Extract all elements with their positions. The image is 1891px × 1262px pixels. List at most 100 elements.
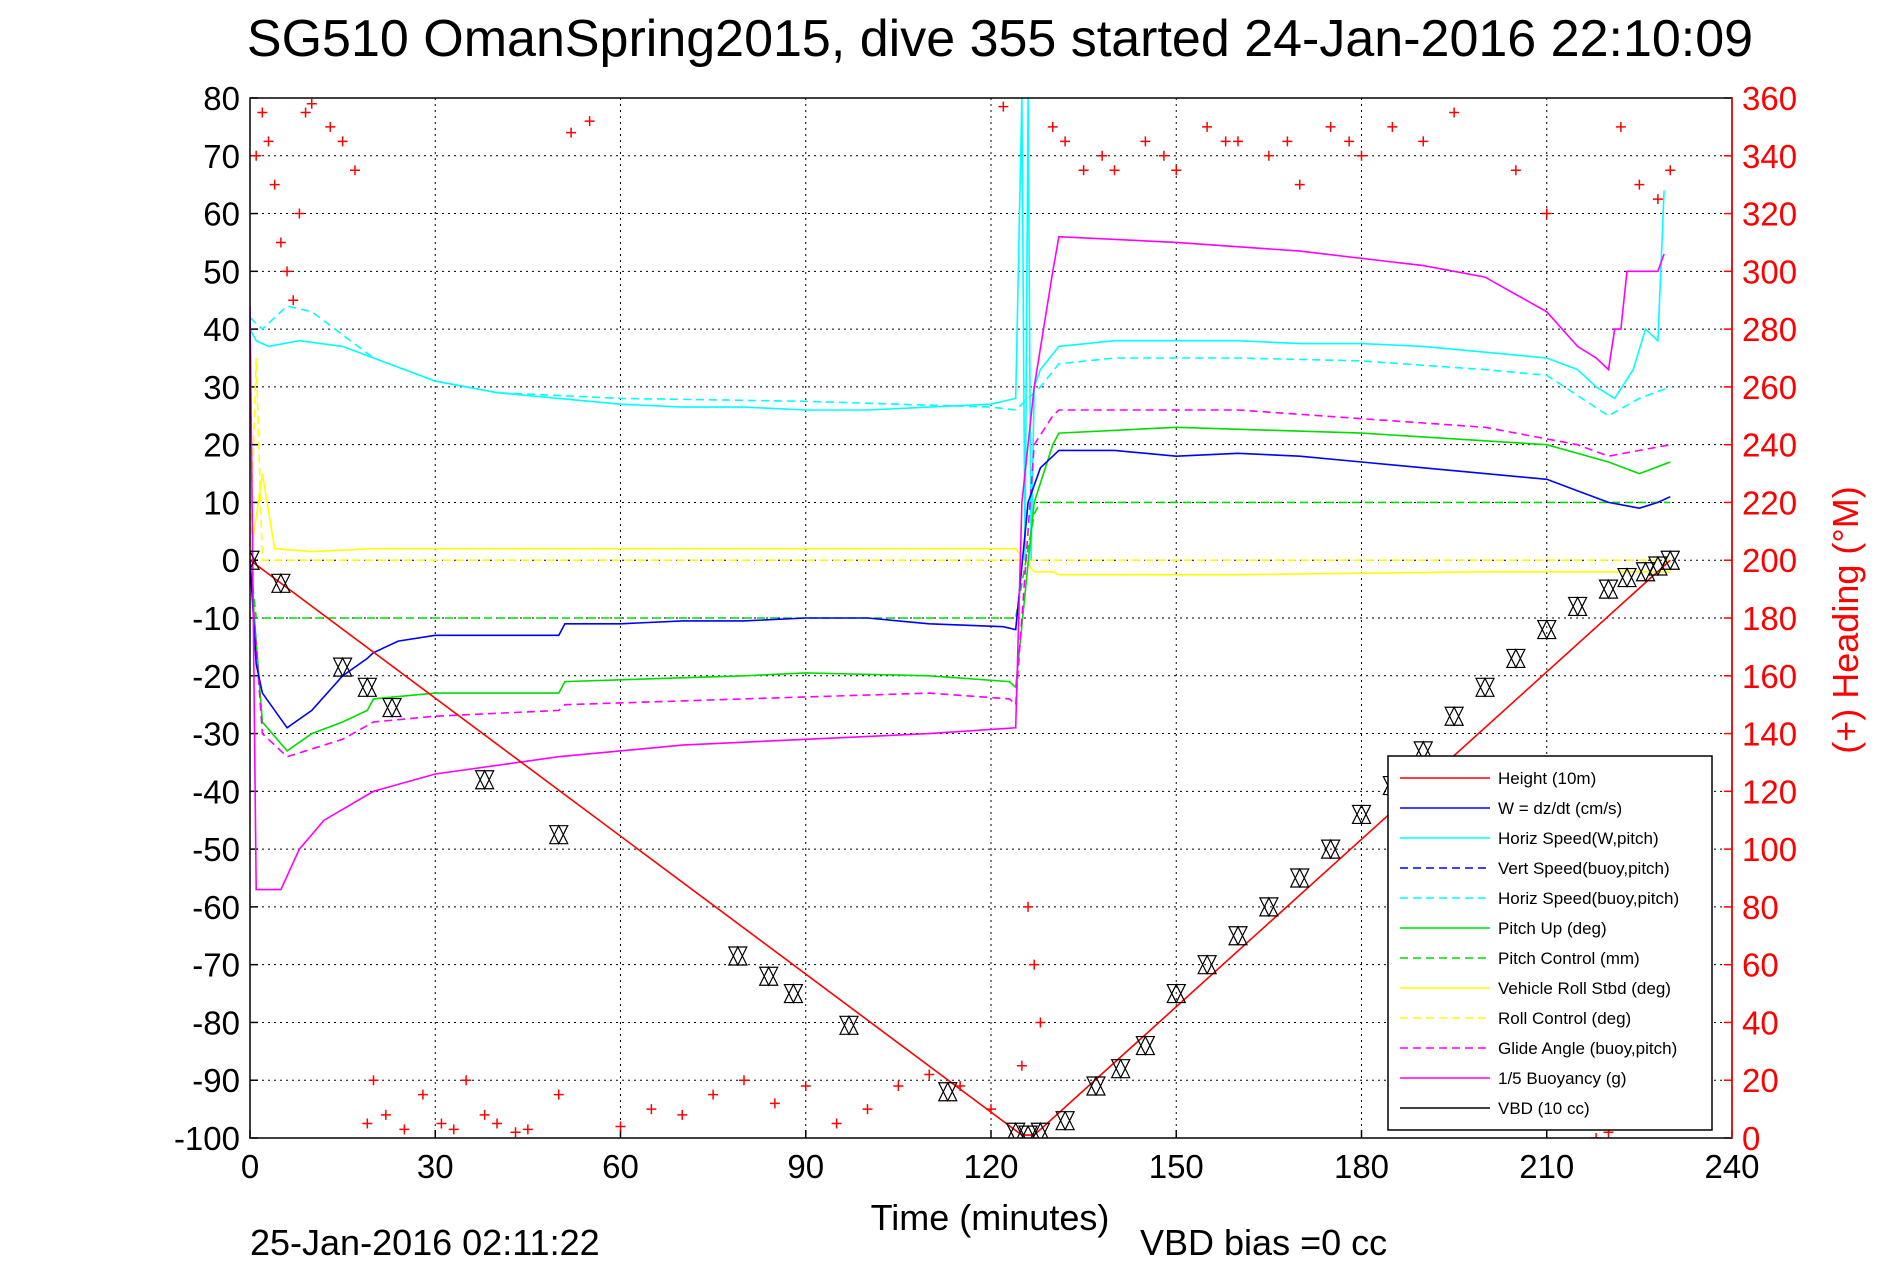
series-line-9 [250, 409, 1671, 758]
heading-point [1615, 121, 1626, 132]
series-line-5 [250, 426, 1671, 752]
series-line-8 [250, 357, 1671, 562]
x-tick-label: 0 [241, 1148, 259, 1185]
y2-tick-label: 20 [1742, 1062, 1779, 1099]
x-tick-label: 210 [1519, 1148, 1574, 1185]
y2-tick-label: 220 [1742, 484, 1797, 521]
heading-point [998, 101, 1009, 112]
heading-point [862, 1104, 873, 1115]
heading-point [1202, 121, 1213, 132]
depth-marker [937, 1081, 958, 1103]
series-line-2 [250, 98, 1665, 561]
y-tick-label: 50 [203, 253, 240, 290]
heading-point [368, 1075, 379, 1086]
heading-point [479, 1109, 490, 1120]
heading-point [1652, 194, 1663, 205]
series-line-4 [250, 305, 1671, 417]
heading-point [269, 179, 280, 190]
heading-point [1047, 121, 1058, 132]
depth-marker [1567, 596, 1588, 617]
heading-point [677, 1109, 688, 1120]
heading-point [1449, 107, 1460, 118]
heading-point [1035, 1017, 1046, 1028]
heading-point [251, 150, 262, 161]
y-tick-labels: 80 70 60 50 40 30 20 10 0 -10 -20 -30 -40 -50 -60 -70 -8… [174, 80, 240, 1157]
heading-point [1078, 165, 1089, 176]
x-tick-label: 240 [1704, 1148, 1759, 1185]
chart-title: SG510 OmanSpring2015, dive 355 started 2… [247, 10, 1753, 68]
depth-marker [1617, 567, 1638, 588]
y-tick-label: -70 [192, 947, 240, 984]
heading-point [1510, 165, 1521, 176]
heading-point [1233, 136, 1243, 147]
series-layer [250, 98, 1671, 1136]
heading-point [1140, 136, 1151, 147]
y-tick-label: 30 [203, 369, 240, 406]
heading-point [1325, 121, 1336, 132]
legend-label: Pitch Control (mm) [1498, 949, 1640, 968]
heading-point [893, 1081, 904, 1091]
y2-tick-label: 40 [1742, 1004, 1779, 1041]
depth-marker [1085, 1075, 1106, 1097]
legend-label: W = dz/dt (cm/s) [1498, 799, 1622, 818]
y-tick-label: 10 [203, 484, 240, 521]
heading-point [1282, 136, 1293, 147]
y2-tick-label: 260 [1742, 369, 1797, 406]
y2-tick-label: 160 [1742, 658, 1797, 695]
heading-point [294, 208, 305, 219]
heading-point [300, 107, 311, 118]
legend-box [1387, 755, 1713, 1131]
depth-marker [474, 769, 495, 791]
heading-point [615, 1121, 626, 1132]
heading-point [955, 1081, 966, 1091]
heading-point [986, 1104, 996, 1115]
heading-point [1634, 179, 1645, 190]
y-tick-label: -60 [192, 889, 240, 926]
heading-point [1097, 150, 1108, 161]
y2-tick-label: 240 [1742, 427, 1797, 464]
y2-tick-label: 200 [1742, 542, 1797, 579]
heading-point [325, 121, 336, 132]
heading-point [831, 1118, 842, 1129]
y2-tick-label: 60 [1742, 947, 1779, 984]
depth-marker [1289, 867, 1310, 889]
depth-marker [1320, 838, 1341, 860]
y-tick-label: 60 [203, 196, 240, 233]
y-tick-label: 80 [203, 80, 240, 117]
x-tick-label: 90 [787, 1148, 824, 1185]
y-tick-label: 70 [203, 138, 240, 175]
heading-point [1023, 901, 1034, 912]
y-tick-label: -50 [192, 831, 240, 868]
heading-point [1171, 165, 1182, 176]
x-tick-label: 120 [963, 1148, 1018, 1185]
heading-point [522, 1124, 533, 1135]
heading-point [1060, 136, 1071, 147]
heading-point [282, 266, 293, 277]
heading-point [362, 1118, 373, 1129]
x-tick-label: 60 [602, 1148, 639, 1185]
y2-tick-label: 180 [1742, 600, 1797, 637]
heading-point [461, 1075, 472, 1086]
heading-point [306, 98, 317, 109]
heading-point [1418, 136, 1429, 147]
heading-point [349, 165, 360, 176]
heading-point [1109, 165, 1120, 176]
heading-point [1591, 1133, 1602, 1138]
depth-marker [1475, 676, 1495, 698]
depth-marker [270, 572, 291, 594]
legend: Height (10m) W = dz/dt (cm/s) Horiz Speed(… [1387, 755, 1713, 1131]
depth-marker [1351, 804, 1372, 825]
depth-marker [1055, 1110, 1076, 1132]
y-tick-label: -30 [192, 716, 240, 753]
legend-label: Pitch Up (deg) [1498, 919, 1607, 938]
y-tick-label: -20 [192, 658, 240, 695]
heading-point [436, 1118, 447, 1129]
y2-tick-label: 140 [1742, 716, 1797, 753]
heading-point [288, 295, 299, 306]
y-tick-label: -100 [174, 1120, 240, 1157]
x-axis-label: Time (minutes) [871, 1197, 1110, 1238]
depth-marker [357, 676, 378, 698]
heading-point [257, 107, 268, 118]
depth-marker [1444, 705, 1465, 727]
